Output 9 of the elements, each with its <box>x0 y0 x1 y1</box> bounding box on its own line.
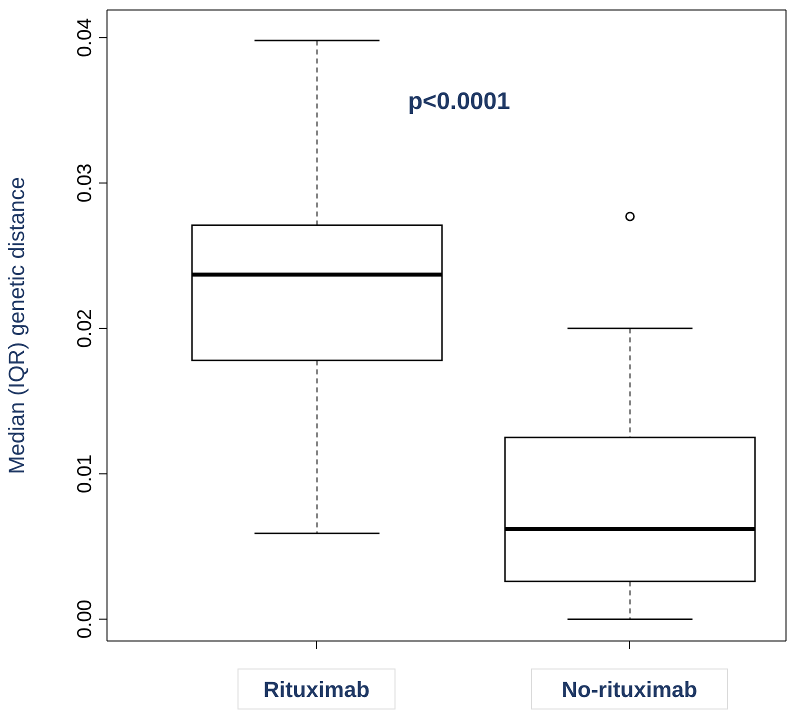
y-axis-title: Median (IQR) genetic distance <box>4 176 29 474</box>
y-tick-label: 0.04 <box>74 18 96 58</box>
x-tick-label: Rituximab <box>263 677 370 702</box>
annotation: p<0.0001 <box>408 88 510 116</box>
y-tick-label: 0.00 <box>74 600 96 639</box>
y-tick-label: 0.01 <box>74 454 96 494</box>
y-tick-label: 0.03 <box>74 164 96 202</box>
y-tick-label: 0.02 <box>74 308 96 348</box>
x-tick-label: No-rituximab <box>562 677 698 702</box>
